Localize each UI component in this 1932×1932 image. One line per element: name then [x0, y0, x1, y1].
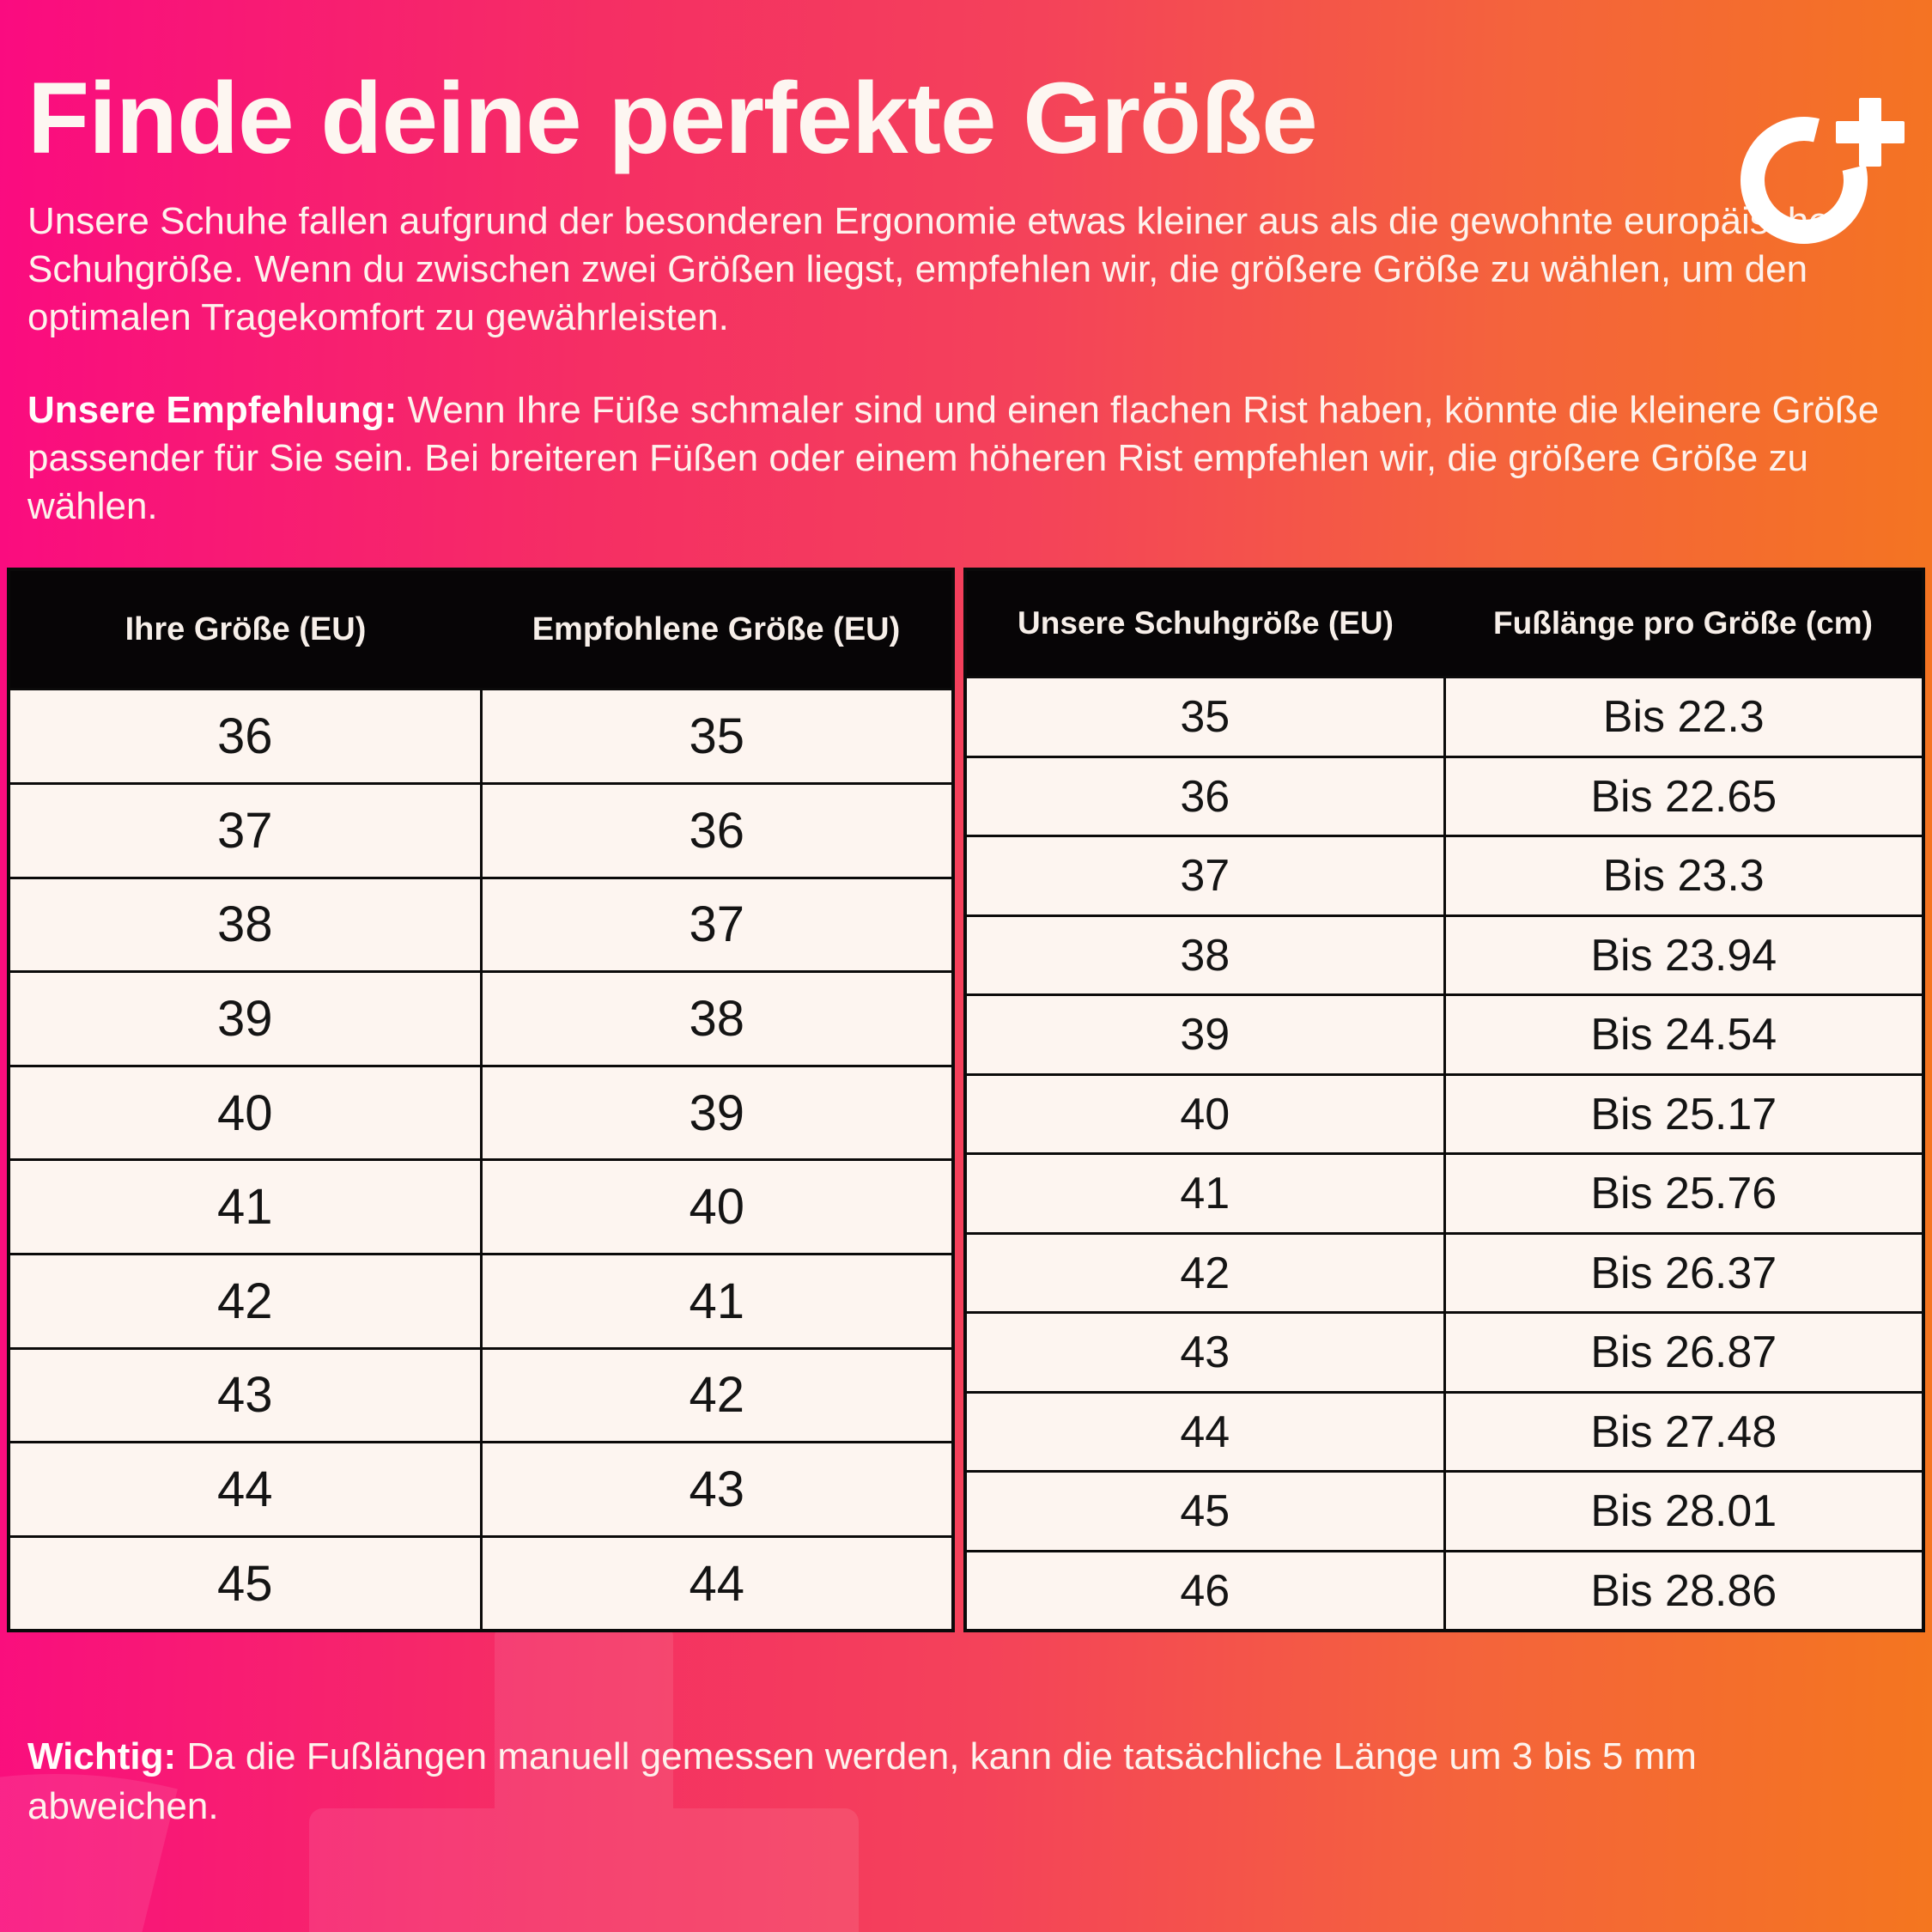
- column-header-recommended-size: Empfohlene Größe (EU): [532, 611, 901, 647]
- foot-length-table-body: 35 Bis 22.3 36 Bis 22.65 37 Bis 23.3 38 Bis 23.…: [967, 676, 1922, 1630]
- table-row: 39 38: [10, 970, 951, 1065]
- table-row: 36 Bis 22.65: [967, 755, 1922, 835]
- table-row: 44 43: [10, 1441, 951, 1535]
- table-cell: 43: [967, 1314, 1446, 1391]
- table-row: 43 Bis 26.87: [967, 1311, 1922, 1391]
- table-cell: Bis 26.37: [1590, 1248, 1777, 1298]
- table-cell: 36: [967, 757, 1446, 835]
- footnote-paragraph: Wichtig: Da die Fußlängen manuell gemess…: [27, 1732, 1865, 1830]
- table-row: 45 44: [10, 1534, 951, 1630]
- table-cell: 35: [689, 708, 744, 765]
- table-cell: Bis 25.17: [1590, 1089, 1777, 1139]
- table-row: 41 40: [10, 1158, 951, 1253]
- table-row: 38 Bis 23.94: [967, 914, 1922, 994]
- table-row: 39 Bis 24.54: [967, 993, 1922, 1073]
- page-title: Finde deine perfekte Größe: [27, 62, 1318, 175]
- table-cell: Bis 25.76: [1590, 1169, 1777, 1219]
- foot-length-table: Unsere Schuhgröße (EU) Fußlänge pro Größ…: [963, 568, 1925, 1633]
- table-row: 36 35: [10, 688, 951, 782]
- table-cell: Bis 28.01: [1590, 1486, 1777, 1537]
- table-row: 35 Bis 22.3: [967, 676, 1922, 756]
- table-cell: 46: [967, 1552, 1446, 1630]
- table-cell: 40: [689, 1179, 744, 1236]
- table-cell: 37: [689, 896, 744, 953]
- table-cell: 38: [689, 990, 744, 1047]
- table-cell: Bis 23.3: [1602, 851, 1765, 902]
- table-row: 42 Bis 26.37: [967, 1231, 1922, 1312]
- column-header-our-shoe-size: Unsere Schuhgröße (EU): [1018, 605, 1394, 641]
- table-cell: Bis 22.65: [1590, 771, 1777, 822]
- intro-text: Unsere Schuhe fallen aufgrund der besond…: [27, 200, 1830, 338]
- table-cell: 45: [967, 1473, 1446, 1550]
- footnote-label: Wichtig:: [27, 1735, 177, 1778]
- brand-logo-icon: [1741, 98, 1905, 244]
- table-cell: 44: [689, 1555, 744, 1612]
- table-cell: 38: [967, 916, 1446, 994]
- table-row: 45 Bis 28.01: [967, 1470, 1922, 1550]
- table-row: 40 39: [10, 1064, 951, 1159]
- table-cell: 35: [967, 678, 1446, 756]
- table-cell: 38: [10, 878, 483, 971]
- foot-length-table-header: Unsere Schuhgröße (EU) Fußlänge pro Größ…: [967, 571, 1922, 677]
- table-cell: 36: [10, 690, 483, 782]
- table-row: 41 Bis 25.76: [967, 1152, 1922, 1232]
- table-cell: Bis 28.86: [1590, 1565, 1777, 1616]
- table-cell: 44: [10, 1443, 483, 1535]
- column-header-your-size: Ihre Größe (EU): [125, 611, 367, 647]
- table-cell: 41: [967, 1155, 1446, 1232]
- table-row: 37 Bis 23.3: [967, 835, 1922, 914]
- table-cell: Bis 22.3: [1602, 692, 1765, 743]
- table-cell: 39: [10, 973, 483, 1065]
- table-cell: 45: [10, 1537, 483, 1630]
- table-row: 37 36: [10, 782, 951, 877]
- table-cell: 44: [967, 1393, 1446, 1471]
- column-header-foot-length: Fußlänge pro Größe (cm): [1493, 605, 1873, 641]
- footnote-body: Da die Fußlängen manuell gemessen werden…: [27, 1735, 1697, 1827]
- table-cell: 43: [10, 1349, 483, 1442]
- table-cell: 37: [967, 837, 1446, 914]
- size-conversion-table-body: 36 35 37 36 38 37 39 38 40 39 41 40 42 41 43 42 44 43 45 44: [10, 688, 951, 1630]
- table-row: 42 41: [10, 1252, 951, 1347]
- table-cell: 36: [689, 802, 744, 859]
- table-cell: Bis 27.48: [1590, 1406, 1777, 1457]
- table-cell: 40: [10, 1066, 483, 1159]
- size-conversion-table-header: Ihre Größe (EU) Empfohlene Größe (EU): [10, 571, 951, 689]
- table-cell: 42: [689, 1367, 744, 1424]
- recommendation-body: Wenn Ihre Füße schmaler sind und einen f…: [27, 388, 1880, 527]
- table-row: 46 Bis 28.86: [967, 1549, 1922, 1630]
- recommendation-label: Unsere Empfehlung:: [27, 388, 398, 431]
- size-conversion-table: Ihre Größe (EU) Empfohlene Größe (EU) 36…: [7, 568, 955, 1633]
- table-cell: 39: [967, 996, 1446, 1073]
- table-row: 38 37: [10, 876, 951, 971]
- table-cell: 41: [689, 1273, 744, 1329]
- table-cell: 39: [689, 1084, 744, 1141]
- table-cell: Bis 24.54: [1590, 1010, 1777, 1060]
- table-cell: 43: [689, 1461, 744, 1517]
- table-cell: 41: [10, 1161, 483, 1253]
- table-cell: 40: [967, 1075, 1446, 1153]
- table-row: 40 Bis 25.17: [967, 1072, 1922, 1153]
- table-cell: 42: [10, 1255, 483, 1347]
- table-row: 43 42: [10, 1346, 951, 1442]
- tables-section: Ihre Größe (EU) Empfohlene Größe (EU) 36…: [7, 568, 1925, 1633]
- table-row: 44 Bis 27.48: [967, 1390, 1922, 1471]
- table-cell: Bis 23.94: [1590, 930, 1777, 981]
- table-cell: 42: [967, 1234, 1446, 1312]
- recommendation-paragraph: Unsere Empfehlung: Wenn Ihre Füße schmal…: [27, 386, 1905, 531]
- table-cell: Bis 26.87: [1590, 1327, 1777, 1378]
- table-cell: 37: [10, 785, 483, 877]
